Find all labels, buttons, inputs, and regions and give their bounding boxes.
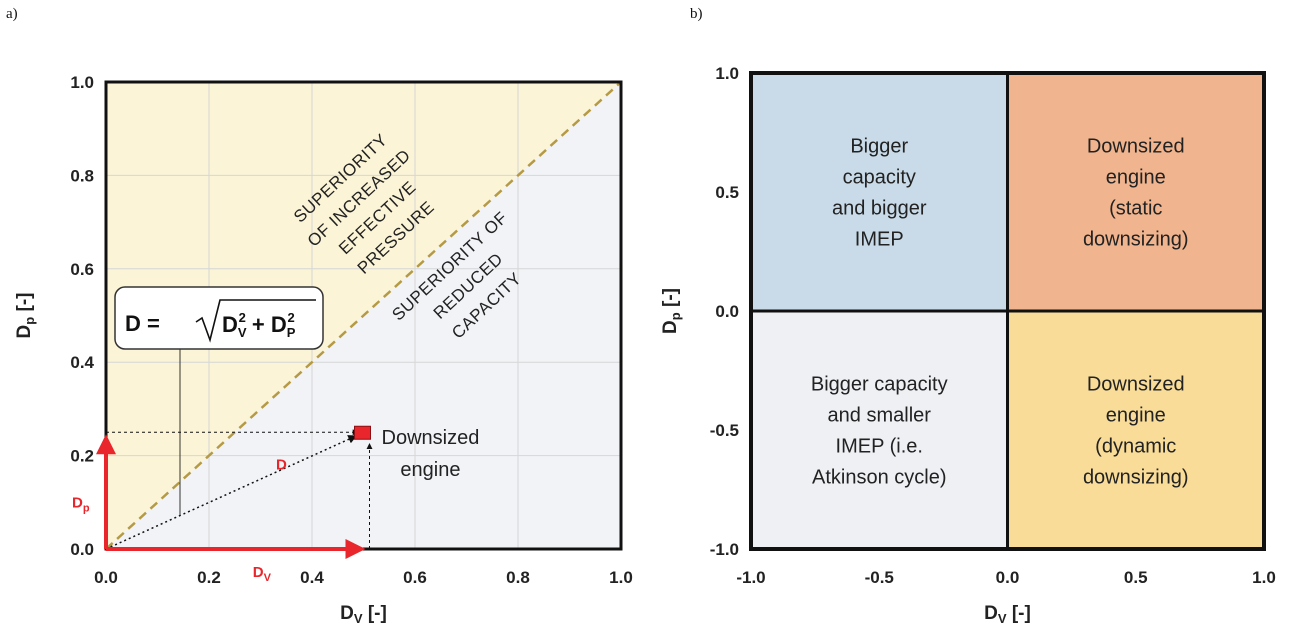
d-vector-label: D	[276, 457, 287, 474]
quadrant-text: (static	[1109, 198, 1162, 220]
quadrant-top-right	[1007, 73, 1264, 311]
quadrant-bottom-left	[751, 311, 1008, 549]
quadrant-text: and smaller	[828, 405, 932, 427]
x-tick-label: 0.8	[506, 568, 530, 587]
dv-vector-label: DV	[253, 564, 272, 584]
x-tick-label-b: 0.0	[996, 568, 1020, 587]
chart-a: 0.0 0.2 0.4 0.6 0.8 1.0 0.0 0.2 0.4 0.6 0.8 1.0 DV […	[14, 73, 633, 626]
dp-vector-label: Dp	[72, 494, 90, 514]
data-point	[354, 425, 371, 440]
x-tick-label: 1.0	[609, 568, 633, 587]
quadrant-text: IMEP	[855, 229, 904, 251]
quadrant-bottom-right	[1007, 311, 1264, 549]
quadrant-text: Downsized	[1087, 374, 1185, 396]
x-tick-label-b: 0.5	[1124, 568, 1148, 587]
quadrant-top-left	[751, 73, 1008, 311]
y-tick-label: 0.4	[70, 353, 94, 372]
y-tick-label: 0.0	[70, 540, 94, 559]
y-tick-label: 0.6	[70, 260, 94, 279]
y-tick-label-b: 0.0	[715, 302, 739, 321]
quadrant-text: and bigger	[832, 198, 927, 220]
quadrant-text: Downsized	[1087, 136, 1185, 158]
y-tick-label-b: 1.0	[715, 64, 739, 83]
quadrant-text: Bigger capacity	[811, 374, 948, 396]
formula-radicand: DV2 + DP2	[222, 310, 296, 340]
plot-frame-b	[749, 71, 1266, 551]
y-tick-label-b: -0.5	[710, 421, 739, 440]
y-tick-label: 0.2	[70, 447, 94, 466]
y-axis-label: Dp [-]	[14, 293, 37, 339]
quadrant-text: Bigger	[850, 136, 908, 158]
formula-lhs: D =	[125, 311, 160, 336]
x-axis-label-b: DV [-]	[984, 603, 1031, 626]
y-tick-label-b: 0.5	[715, 183, 739, 202]
x-tick-label-b: -1.0	[736, 568, 765, 587]
y-tick-label: 1.0	[70, 73, 94, 92]
x-tick-label: 0.0	[94, 568, 118, 587]
quadrant-text: engine	[1106, 405, 1166, 427]
y-tick-label: 0.8	[70, 166, 94, 185]
x-tick-label: 0.2	[197, 568, 221, 587]
x-axis-label: DV [-]	[340, 603, 387, 626]
x-tick-label: 0.4	[300, 568, 324, 587]
quadrant-text: downsizing)	[1083, 467, 1189, 489]
panel-a-label: a)	[6, 6, 18, 22]
x-tick-label: 0.6	[403, 568, 427, 587]
y-tick-label-b: -1.0	[710, 540, 739, 559]
quadrant-text: IMEP (i.e.	[836, 436, 923, 458]
quadrant-text: (dynamic	[1095, 436, 1176, 458]
point-label: engine	[400, 459, 460, 481]
d-vector-line	[105, 435, 358, 550]
quadrant-text: Atkinson cycle)	[812, 467, 947, 489]
quadrant-text: capacity	[843, 167, 916, 189]
panel-b-label: b)	[690, 6, 703, 22]
quadrant-text: downsizing)	[1083, 229, 1189, 251]
quadrant-text: engine	[1106, 167, 1166, 189]
x-tick-label-b: -0.5	[865, 568, 894, 587]
point-label: Downsized	[382, 427, 480, 449]
formula-box	[114, 286, 324, 350]
formula-sqrt-sign	[195, 299, 316, 343]
y-axis-label-b: Dp [-]	[660, 288, 683, 334]
x-tick-label-b: 1.0	[1252, 568, 1276, 587]
diagonal-line	[105, 81, 622, 550]
